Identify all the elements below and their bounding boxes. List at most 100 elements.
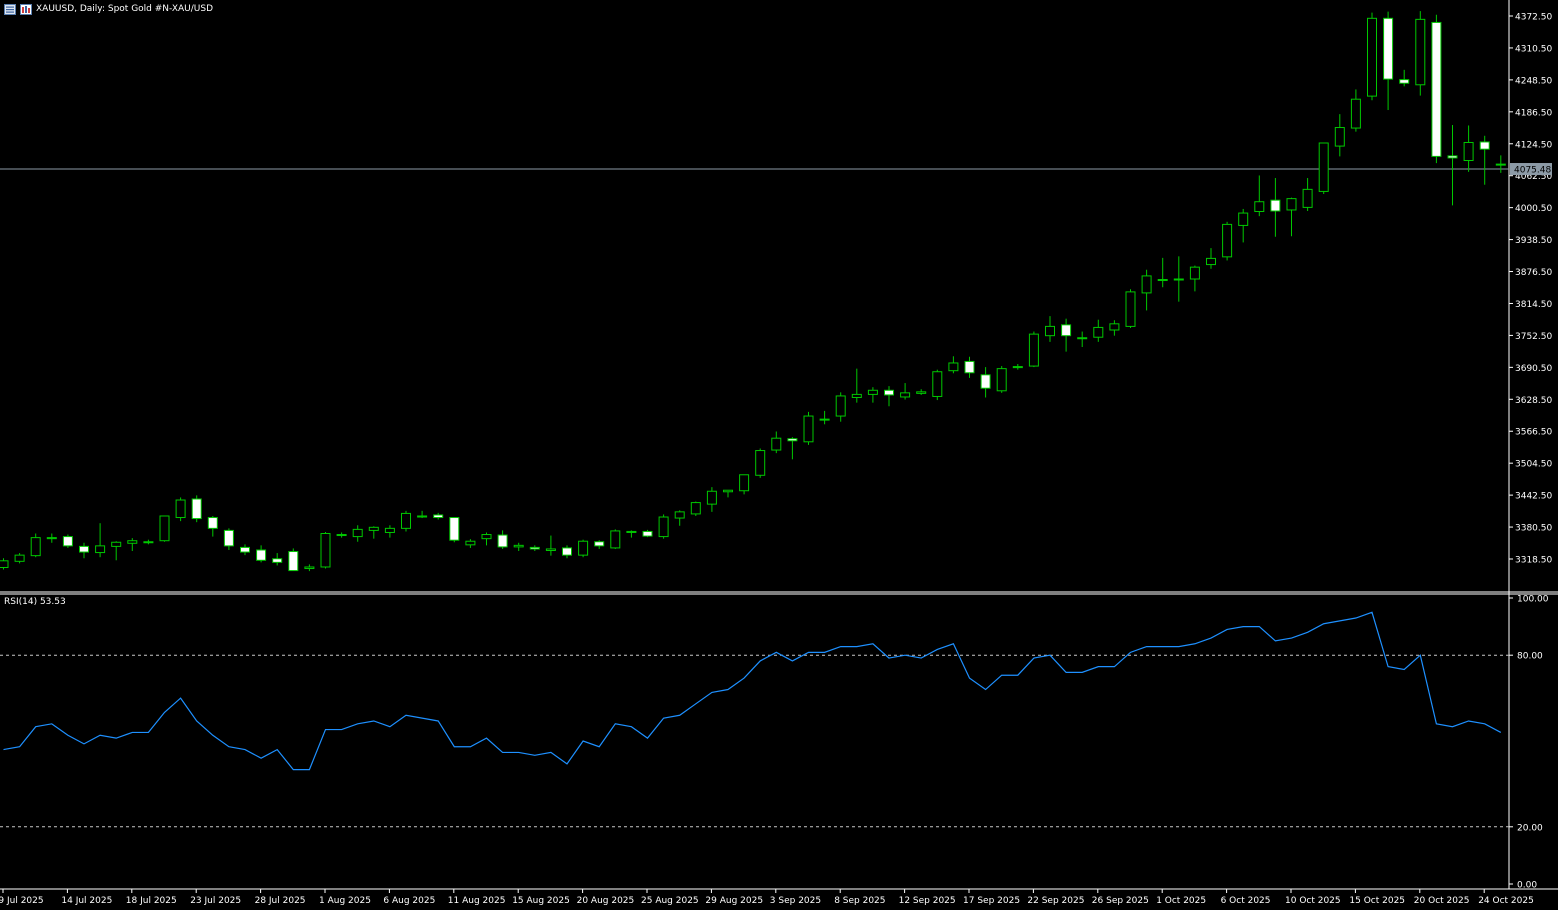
bear-candle-body bbox=[964, 360, 975, 374]
bear-candle-body bbox=[594, 541, 605, 547]
bull-candle-body bbox=[1318, 142, 1329, 192]
bear-candle-body bbox=[642, 530, 653, 537]
candle bbox=[1463, 125, 1474, 172]
candle bbox=[1479, 135, 1490, 185]
candle bbox=[513, 542, 524, 552]
bull-candle-body bbox=[0, 560, 9, 569]
bull-candle-body bbox=[1463, 141, 1474, 162]
candle bbox=[626, 530, 637, 538]
bull-candle-body bbox=[127, 540, 138, 544]
candle bbox=[30, 533, 41, 558]
bull-candle-body bbox=[1077, 337, 1088, 340]
bear-candle-body bbox=[1383, 17, 1394, 80]
bull-candle-body bbox=[1109, 323, 1120, 331]
bear-candle-body bbox=[529, 546, 540, 550]
bear-candle-body bbox=[240, 546, 250, 553]
bull-candle-body bbox=[545, 548, 556, 551]
time-tick-label: 15 Aug 2025 bbox=[512, 896, 570, 906]
candle bbox=[529, 545, 540, 552]
candle bbox=[143, 539, 154, 545]
candle bbox=[191, 495, 202, 523]
bull-candle-body bbox=[803, 415, 814, 443]
bull-candle-body bbox=[384, 527, 395, 533]
candle bbox=[1447, 124, 1458, 206]
current-price-tag bbox=[1510, 163, 1552, 176]
candle bbox=[932, 369, 943, 401]
bull-candle-body bbox=[1350, 98, 1361, 129]
time-tick-label: 6 Oct 2025 bbox=[1221, 896, 1271, 906]
candle bbox=[1109, 320, 1120, 336]
bull-candle-body bbox=[143, 541, 154, 544]
bull-candle-body bbox=[674, 511, 685, 519]
candle bbox=[916, 389, 927, 395]
candle bbox=[272, 553, 283, 566]
candle bbox=[497, 530, 508, 549]
bear-candle-body bbox=[1495, 163, 1506, 166]
bear-candle-body bbox=[1270, 199, 1281, 212]
time-tick-label: 25 Aug 2025 bbox=[641, 896, 699, 906]
candle bbox=[674, 510, 685, 526]
bear-candle-body bbox=[787, 438, 798, 442]
candle bbox=[1334, 114, 1345, 157]
candle bbox=[175, 497, 186, 522]
rsi-panel bbox=[0, 611, 1509, 828]
time-tick-label: 1 Oct 2025 bbox=[1156, 896, 1206, 906]
candle bbox=[1206, 248, 1216, 269]
bull-candle-body bbox=[30, 537, 41, 557]
bull-candle-body bbox=[465, 540, 476, 546]
bull-candle-body bbox=[1206, 257, 1216, 266]
candle bbox=[417, 510, 428, 519]
bear-candle-body bbox=[1061, 324, 1072, 337]
candle bbox=[1125, 289, 1136, 328]
time-tick-label: 8 Sep 2025 bbox=[834, 896, 885, 906]
candle bbox=[1093, 319, 1104, 342]
bear-candle-body bbox=[79, 545, 89, 553]
candle bbox=[433, 512, 444, 520]
candle bbox=[1399, 69, 1410, 87]
bull-candle-body bbox=[1125, 291, 1136, 327]
candle bbox=[948, 356, 959, 374]
price-tick-label: 4310.50 bbox=[1515, 44, 1552, 54]
bull-candle-body bbox=[948, 362, 959, 372]
bear-candle-body bbox=[884, 389, 894, 396]
candle bbox=[1189, 265, 1200, 292]
time-tick-label: 26 Sep 2025 bbox=[1092, 896, 1149, 906]
bear-candle-body bbox=[433, 514, 444, 519]
bear-candle-body bbox=[336, 534, 347, 537]
candle bbox=[803, 411, 814, 445]
bear-candle-body bbox=[1431, 21, 1442, 157]
bull-candle-body bbox=[352, 528, 363, 538]
candle bbox=[996, 366, 1007, 393]
bull-candle-body bbox=[996, 368, 1007, 392]
time-tick-label: 24 Oct 2025 bbox=[1478, 896, 1534, 906]
bull-candle-body bbox=[835, 395, 846, 417]
time-tick-label: 6 Aug 2025 bbox=[383, 896, 435, 906]
time-tick-label: 12 Sep 2025 bbox=[899, 896, 956, 906]
bull-candle-body bbox=[401, 512, 411, 529]
rsi-indicator-label: RSI(14) 53.53 bbox=[4, 597, 66, 607]
bull-candle-body bbox=[1189, 266, 1200, 280]
bull-candle-body bbox=[111, 541, 122, 547]
chart-title: XAUUSD, Daily: Spot Gold #N-XAU/USD bbox=[36, 4, 213, 14]
candle bbox=[127, 538, 138, 552]
price-tick-label: 4248.50 bbox=[1515, 76, 1552, 86]
candle bbox=[62, 534, 73, 548]
candle bbox=[288, 548, 299, 572]
candle bbox=[578, 539, 589, 558]
bull-candle-body bbox=[1012, 366, 1023, 369]
chart-window-icon[interactable] bbox=[4, 3, 16, 15]
bear-candle-body bbox=[288, 551, 299, 572]
candle bbox=[964, 356, 975, 378]
candle bbox=[723, 489, 733, 498]
price-tick-label: 3566.50 bbox=[1515, 428, 1552, 438]
candle bbox=[207, 515, 218, 537]
time-tick-label: 10 Oct 2025 bbox=[1285, 896, 1341, 906]
bull-candle-body bbox=[916, 391, 927, 394]
time-tick-label: 20 Oct 2025 bbox=[1414, 896, 1470, 906]
bear-candle-body bbox=[1157, 279, 1168, 282]
symbol-icon[interactable] bbox=[20, 3, 32, 15]
bull-candle-body bbox=[755, 450, 766, 476]
bear-candle-body bbox=[272, 558, 283, 563]
price-tick-label: 3442.50 bbox=[1515, 492, 1552, 502]
